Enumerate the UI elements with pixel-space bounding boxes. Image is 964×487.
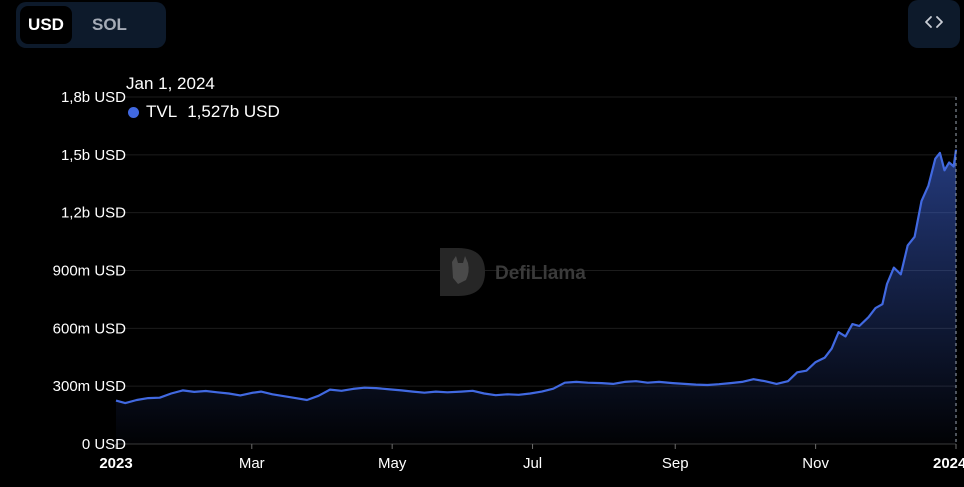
code-icon [924,15,944,34]
y-tick-label: 1,8b USD [61,89,126,106]
y-tick-label: 0 USD [82,436,126,453]
y-tick-label: 900m USD [53,263,127,280]
y-axis: 0 USD 300m USD 600m USD 900m USD 1,2b USD 1,5… [53,89,127,453]
x-tick-label: Nov [802,455,829,472]
usd-option[interactable]: USD [20,6,72,44]
y-tick-label: 1,5b USD [61,147,126,164]
x-tick-label: 2024 [933,455,964,472]
tvl-area [116,149,956,444]
x-tick-label: Sep [662,455,689,472]
watermark-text: DefiLlama [495,263,586,284]
embed-button[interactable] [908,0,960,48]
y-tick-label: 600m USD [53,320,127,337]
llama-logo-icon [440,248,485,296]
y-tick-label: 300m USD [53,378,127,395]
x-axis: 2023 Mar May Jul Sep Nov 2024 [99,444,964,472]
x-tick-label: Mar [239,455,265,472]
tvl-line [115,149,958,405]
x-tick-label: Jul [523,455,542,472]
sol-option[interactable]: SOL [92,15,127,34]
currency-toggle: USD SOL [16,2,166,48]
y-tick-label: 1,2b USD [61,205,126,222]
defillama-watermark: DefiLlama [440,248,586,296]
x-tick-label: May [378,455,407,472]
x-tick-label: 2023 [99,455,132,472]
